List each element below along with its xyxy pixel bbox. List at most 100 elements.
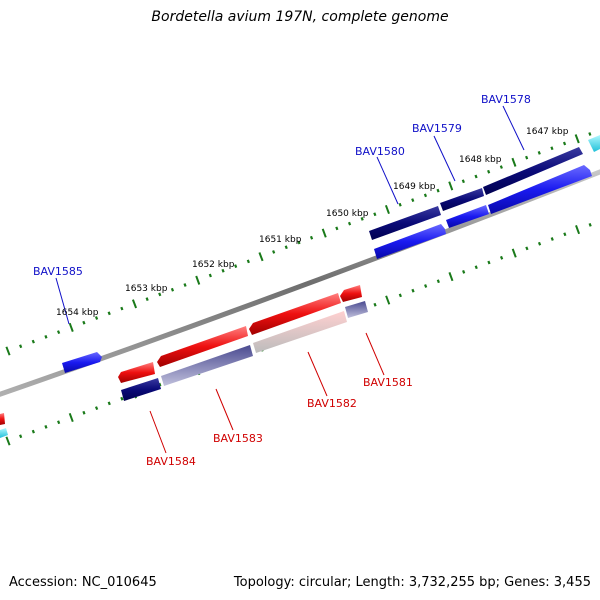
scale-inner-tick	[57, 420, 61, 425]
scale-inner-tick	[411, 288, 415, 293]
scale-inner-tick	[462, 270, 466, 274]
gene-bav1584-navy	[121, 378, 161, 401]
gene-bav1578-navy	[483, 147, 583, 195]
gene-label-bav1579: BAV1579	[412, 122, 462, 135]
scale-outer-tick	[68, 322, 74, 332]
gene-label-bav1583: BAV1583	[213, 432, 263, 445]
scale-outer-tick	[284, 245, 288, 250]
gene-left-cyan-partial	[0, 428, 8, 438]
scale-outer-tick	[56, 330, 61, 335]
gene-left-red-partial	[0, 413, 5, 425]
kbp-label-1649: 1649 kbp	[393, 182, 436, 192]
gene-label-bav1581: BAV1581	[363, 376, 413, 389]
gene-bav1579-blue	[446, 205, 489, 228]
scale-inner-tick	[68, 412, 74, 423]
scale-inner-tick	[5, 436, 11, 446]
kbp-label-1647: 1647 kbp	[526, 127, 569, 137]
gene-bav1581-shade	[345, 301, 368, 318]
scale-inner-tick	[537, 241, 542, 246]
scale-outer-tick	[461, 179, 465, 184]
gene-label-bav1584: BAV1584	[146, 455, 196, 468]
scale-inner-tick	[44, 425, 48, 429]
gene-label-bav1582: BAV1582	[307, 397, 357, 410]
scale-outer-tick	[19, 344, 23, 349]
scale-outer-tick	[183, 283, 187, 287]
scale-outer-tick	[82, 320, 86, 325]
scale-outer-tick	[537, 151, 541, 155]
topology-text: Topology: circular; Length: 3,732,255 bp…	[233, 575, 591, 590]
scale-inner-tick	[120, 396, 124, 401]
accession-text: Accession: NC_010645	[9, 575, 157, 590]
scale-inner-tick	[499, 255, 504, 260]
scale-outer-tick	[195, 275, 201, 285]
leader-bav1581	[365, 332, 385, 376]
gene-bav1583-red	[157, 326, 248, 367]
leader-bav1585	[55, 277, 70, 325]
scale-inner-tick	[575, 225, 581, 235]
kbp-label-1652: 1652 kbp	[192, 260, 235, 270]
scale-inner-tick	[373, 302, 377, 307]
scale-outer-tick	[335, 226, 339, 231]
kbp-label-1651: 1651 kbp	[259, 235, 302, 245]
leader-bav1580	[376, 156, 399, 205]
scale-outer-tick	[550, 146, 554, 151]
scale-inner-tick	[94, 406, 99, 411]
kbp-label-1654: 1654 kbp	[56, 308, 99, 318]
scale-inner-tick	[550, 237, 554, 241]
scale-outer-tick	[448, 181, 454, 191]
scale-outer-tick	[321, 228, 327, 238]
scale-outer-tick	[258, 252, 264, 262]
gene-bav1584-red	[118, 362, 155, 383]
scale-outer-tick	[158, 292, 162, 297]
label-leaders	[55, 105, 525, 454]
gene-bav1582-red	[249, 293, 341, 335]
kbp-label-1648: 1648 kbp	[459, 155, 502, 165]
kbp-label-1653: 1653 kbp	[125, 284, 168, 294]
gene-label-bav1585: BAV1585	[33, 265, 83, 278]
scale-outer-tick	[499, 165, 503, 169]
scale-outer-tick	[525, 155, 529, 160]
gene-cyan-partial	[588, 135, 600, 152]
gene-label-bav1580: BAV1580	[355, 145, 405, 158]
scale-outer-tick	[44, 335, 48, 339]
kbp-label-1650: 1650 kbp	[326, 209, 369, 219]
scale-inner-tick	[82, 410, 86, 415]
scale-outer-tick	[221, 268, 225, 273]
scale-outer-tick	[384, 204, 390, 215]
gene-bav1582-shade	[253, 311, 347, 353]
scale-inner-tick	[474, 265, 478, 270]
scale-inner-tick	[448, 272, 454, 282]
leader-bav1582	[307, 351, 328, 397]
scale-outer-tick	[562, 141, 567, 146]
gene-bav1578-blue	[488, 165, 592, 214]
scale-labels: 1647 kbp 1648 kbp 1649 kbp 1650 kbp 1651…	[56, 127, 569, 318]
scale-outer-tick	[272, 250, 276, 254]
gene-label-bav1578: BAV1578	[481, 93, 531, 106]
scale-inner-tick	[107, 401, 111, 406]
scale-outer-tick	[511, 157, 517, 167]
scale-outer-tick	[347, 221, 352, 226]
scale-outer-tick	[423, 193, 428, 198]
scale-outer-tick	[297, 240, 301, 245]
leader-bav1583	[215, 388, 234, 431]
scale-inner-tick	[385, 295, 391, 305]
scale-outer-tick	[107, 311, 111, 316]
scale-outer-tick	[474, 174, 478, 179]
gene-labels: BAV1578 BAV1579 BAV1580 BAV1585 BAV1581 …	[33, 93, 531, 468]
scale-inner-tick	[588, 223, 592, 227]
gene-bav1580-navy	[369, 206, 441, 240]
scale-outer-tick	[131, 299, 138, 309]
scale-outer-tick	[246, 259, 250, 264]
gene-bav1580-blue	[374, 224, 446, 259]
scale-outer-tick	[234, 264, 238, 268]
scale-outer-tick	[411, 198, 415, 202]
scale-inner-tick	[19, 434, 23, 439]
scale-inner-tick	[511, 248, 517, 258]
forward-genes	[62, 135, 600, 373]
scale-outer-tick	[398, 202, 402, 207]
scale-inner-tick	[424, 284, 428, 288]
scale-outer-tick	[31, 339, 35, 344]
scale-inner-tick	[525, 246, 529, 251]
